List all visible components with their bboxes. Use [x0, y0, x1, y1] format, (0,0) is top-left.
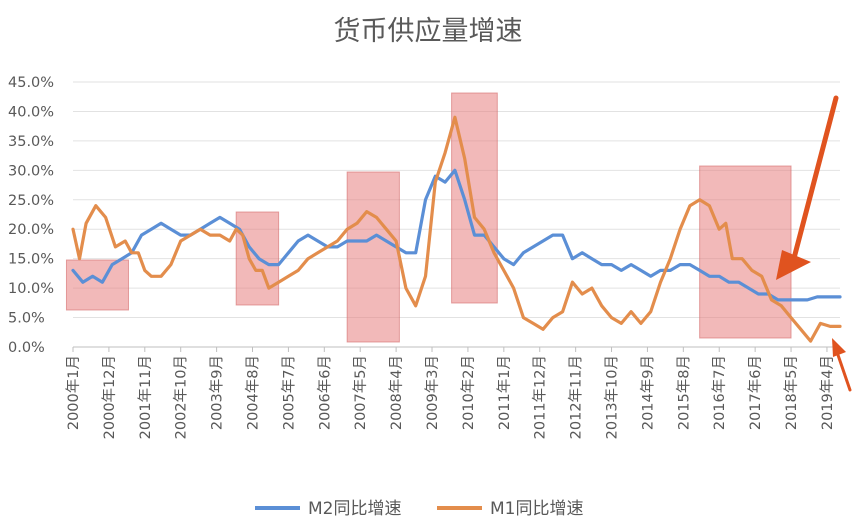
- y-tick-label: 5.0%: [8, 311, 45, 327]
- x-tick-label: 2007年5月: [352, 355, 369, 430]
- highlight-region: [65, 259, 129, 311]
- x-tick-label: 2011年1月: [496, 355, 513, 430]
- arrow-head: [832, 338, 846, 357]
- y-tick-label: 40.0%: [8, 104, 54, 120]
- y-tick-label: 0.0%: [8, 340, 45, 356]
- x-tick-label: 2010年2月: [460, 355, 477, 430]
- x-tick-label: 2004年8月: [245, 355, 262, 430]
- y-tick-label: 45.0%: [8, 75, 54, 91]
- x-tick-label: 2005年7月: [280, 355, 297, 430]
- highlight-region: [699, 165, 792, 339]
- annotation-arrows: [776, 95, 852, 392]
- x-axis: 2000年1月 2000年12月 2001年11月 2002年10月 2003年9月 20…: [65, 347, 836, 439]
- y-tick-label: 10.0%: [8, 281, 54, 297]
- highlight-regions: [65, 92, 792, 343]
- y-tick-label: 15.0%: [8, 252, 54, 268]
- x-tick-label: 2002年10月: [173, 355, 190, 439]
- x-tick-label: 2016年7月: [711, 355, 728, 430]
- x-tick-label: 2014年9月: [639, 355, 656, 430]
- x-tick-label: 2013年10月: [604, 355, 621, 439]
- legend: M2同比增速 M1同比增速: [255, 499, 583, 519]
- y-axis: 0.0% 5.0% 10.0% 15.0% 20.0% 25.0% 30.0% 35.0% 40…: [8, 75, 54, 356]
- arrow-shaft: [790, 95, 839, 265]
- x-tick-label: 2000年1月: [65, 355, 82, 430]
- series-line-m1: [71, 115, 842, 343]
- series-lines: [71, 115, 842, 343]
- x-tick-label: 2019年4月: [819, 355, 836, 430]
- x-tick-label: 2011年12月: [532, 355, 549, 439]
- x-tick-label: 2008年4月: [388, 355, 405, 430]
- arrow-shaft: [836, 353, 852, 392]
- y-tick-label: 35.0%: [8, 134, 54, 150]
- highlight-region: [451, 92, 498, 304]
- x-tick-label: 2012年11月: [568, 355, 585, 439]
- x-tick-label: 2001年11月: [137, 355, 154, 439]
- x-tick-label: 2009年3月: [424, 355, 441, 430]
- y-tick-label: 30.0%: [8, 163, 54, 179]
- legend-label-m1: M1同比增速: [490, 499, 583, 519]
- x-tick-label: 2017年6月: [747, 355, 764, 430]
- x-tick-label: 2015年8月: [675, 355, 692, 430]
- y-tick-label: 25.0%: [8, 193, 54, 209]
- arrow-head: [776, 250, 811, 280]
- x-tick-label: 2006年6月: [316, 355, 333, 430]
- x-tick-label: 2003年9月: [209, 355, 226, 430]
- chart-title: 货币供应量增速: [334, 16, 523, 47]
- x-tick-label: 2018年5月: [783, 355, 800, 430]
- highlight-region: [346, 171, 400, 343]
- legend-label-m2: M2同比增速: [308, 499, 401, 519]
- x-tick-label: 2000年12月: [101, 355, 118, 439]
- y-tick-label: 20.0%: [8, 222, 54, 238]
